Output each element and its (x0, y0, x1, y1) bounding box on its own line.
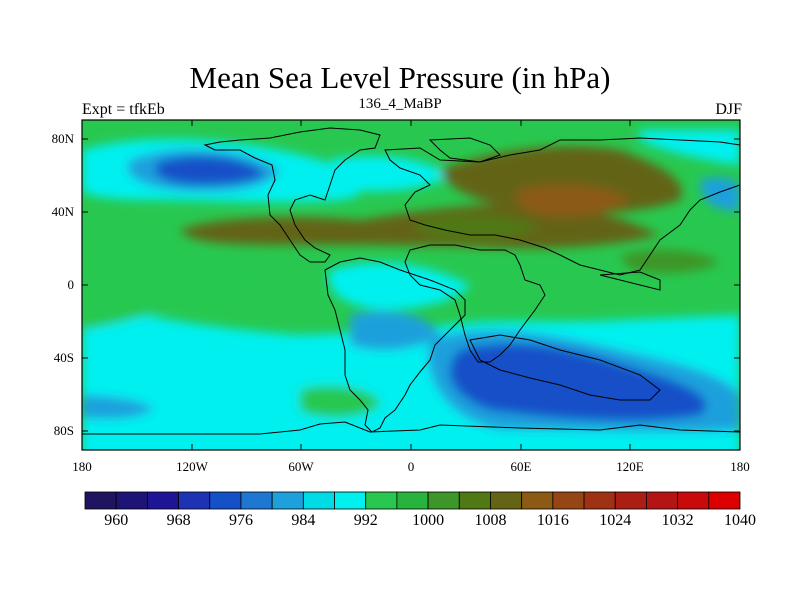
colorbar-label: 1032 (661, 512, 694, 529)
y-tick-label: 0 (67, 277, 75, 292)
colorbar-swatch (365, 491, 398, 510)
atlantic-high (416, 214, 540, 240)
north-atlantic-cyan (330, 155, 450, 192)
x-tick-label: 180 (72, 459, 92, 474)
antarctica-coast (82, 421, 740, 435)
x-tick-label: 120W (176, 459, 208, 474)
colorbar-swatch (334, 491, 367, 510)
eurasia-coast (384, 137, 740, 276)
colorbar-label: 1000 (412, 512, 445, 529)
colorbar-label: 984 (291, 512, 316, 529)
colorbar-swatch (271, 491, 304, 510)
colorbar-swatch (583, 491, 616, 510)
colorbar-swatch (521, 491, 554, 510)
south-america-coast (324, 257, 466, 433)
y-tick-label: 80S (53, 423, 74, 438)
colorbar-swatch (146, 491, 179, 510)
colorbar-swatch (552, 491, 585, 510)
page-title: Mean Sea Level Pressure (in hPa) (189, 60, 611, 95)
southern-low-core (450, 343, 707, 421)
season-label: DJF (715, 101, 742, 118)
colorbar-label: 976 (228, 512, 253, 529)
colorbar-swatch (708, 491, 741, 510)
south-pacific-blue (82, 395, 155, 419)
y-tick-label: 40N (51, 204, 74, 219)
asian-high-core (516, 184, 630, 217)
colorbar-swatch (677, 491, 710, 510)
africa-coast (404, 244, 546, 363)
south-atlantic-green (300, 385, 380, 417)
experiment-label: Expt = tfkEb (82, 101, 165, 118)
colorbar-swatch (396, 491, 429, 510)
y-tick-label: 80N (51, 131, 74, 146)
colorbar-label: 968 (166, 512, 191, 529)
pacific-islands-coast (599, 271, 661, 291)
siberia-cyan (700, 177, 740, 211)
colorbar-swatch (490, 491, 523, 510)
colorbar-swatch (302, 491, 335, 510)
colorbar-swatch (614, 491, 647, 510)
x-tick-label: 0 (407, 459, 415, 474)
pacific-high-green (620, 249, 720, 274)
colorbar-swatch (84, 491, 117, 510)
colorbar-label: 960 (104, 512, 129, 529)
x-tick-label: 180 (730, 459, 750, 474)
north-pacific-low (155, 156, 265, 185)
colorbar-label: 1024 (599, 512, 632, 529)
x-tick-label: 120E (616, 459, 644, 474)
south-equatorial-blue (350, 311, 440, 351)
colorbar-swatch (646, 491, 679, 510)
x-tick-label: 60W (288, 459, 314, 474)
greenland-coast (428, 137, 501, 163)
colorbar-swatch (209, 491, 242, 510)
colorbar-swatch (427, 491, 460, 510)
tropical-cyan (329, 262, 470, 310)
colorbar-label: 1040 (724, 512, 756, 529)
colorbar-swatch (178, 491, 211, 510)
colorbar-swatch (458, 491, 491, 510)
axis-ticks (81, 120, 741, 450)
x-tick-label: 60E (510, 459, 532, 474)
time-label: 136_4_MaBP (358, 96, 442, 112)
north-america-coast (203, 127, 381, 263)
y-tick-label: 40S (53, 350, 74, 365)
colorbar-label: 1008 (474, 512, 507, 529)
colorbar-swatch (115, 491, 148, 510)
colorbar-swatch (240, 491, 273, 510)
colorbar-label: 992 (353, 512, 378, 529)
australia-coast (469, 334, 661, 401)
coastlines (82, 127, 740, 435)
colorbar-label: 1016 (536, 512, 569, 529)
south-pacific-green (82, 250, 240, 330)
